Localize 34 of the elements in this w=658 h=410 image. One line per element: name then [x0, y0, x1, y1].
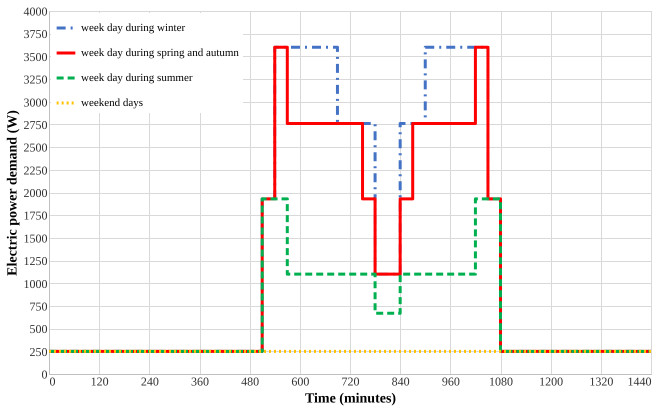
y-tick-label: 2750 — [24, 118, 48, 132]
x-tick-label: 960 — [442, 374, 460, 388]
y-tick-label: 3250 — [24, 72, 48, 87]
x-tick-label: 600 — [291, 374, 310, 388]
x-tick-label: 1200 — [539, 374, 564, 388]
x-tick-label: 120 — [90, 374, 109, 388]
x-tick-label: 240 — [140, 374, 159, 388]
y-tick-label: 2500 — [24, 140, 48, 155]
x-tick-label: 480 — [241, 374, 260, 388]
y-tick-label: 1000 — [24, 276, 48, 291]
y-tick-label: 2000 — [24, 186, 48, 200]
x-tick-label: 720 — [342, 374, 360, 388]
y-tick-label: 1250 — [24, 254, 48, 268]
y-tick-label: 3000 — [24, 95, 48, 110]
x-tick-label: 1320 — [589, 374, 614, 388]
y-tick-label: 750 — [30, 299, 48, 314]
x-axis-title: Time (minutes) — [304, 392, 396, 406]
x-tick-label: 840 — [392, 374, 410, 388]
y-tick-label: 250 — [30, 344, 48, 359]
y-tick-label: 4000 — [24, 4, 48, 18]
x-tick-label: 1440 — [628, 374, 652, 388]
x-tick-label: 360 — [191, 374, 209, 388]
legend-label: week day during summer — [81, 72, 193, 84]
legend-label: week day during winter — [81, 22, 186, 34]
y-tick-label: 3750 — [24, 27, 48, 42]
legend-label: week day during spring and autumn — [81, 47, 240, 59]
y-tick-label: 3500 — [24, 50, 48, 64]
y-tick-label: 2250 — [24, 163, 48, 178]
x-tick-label: 1080 — [489, 374, 513, 388]
y-tick-label: 1750 — [24, 208, 48, 223]
legend-label: weekend days — [81, 97, 144, 109]
y-axis-title: Electric power demand (W) — [6, 110, 20, 276]
y-tick-label: 1500 — [24, 231, 48, 246]
y-tick-label: 500 — [30, 322, 48, 336]
